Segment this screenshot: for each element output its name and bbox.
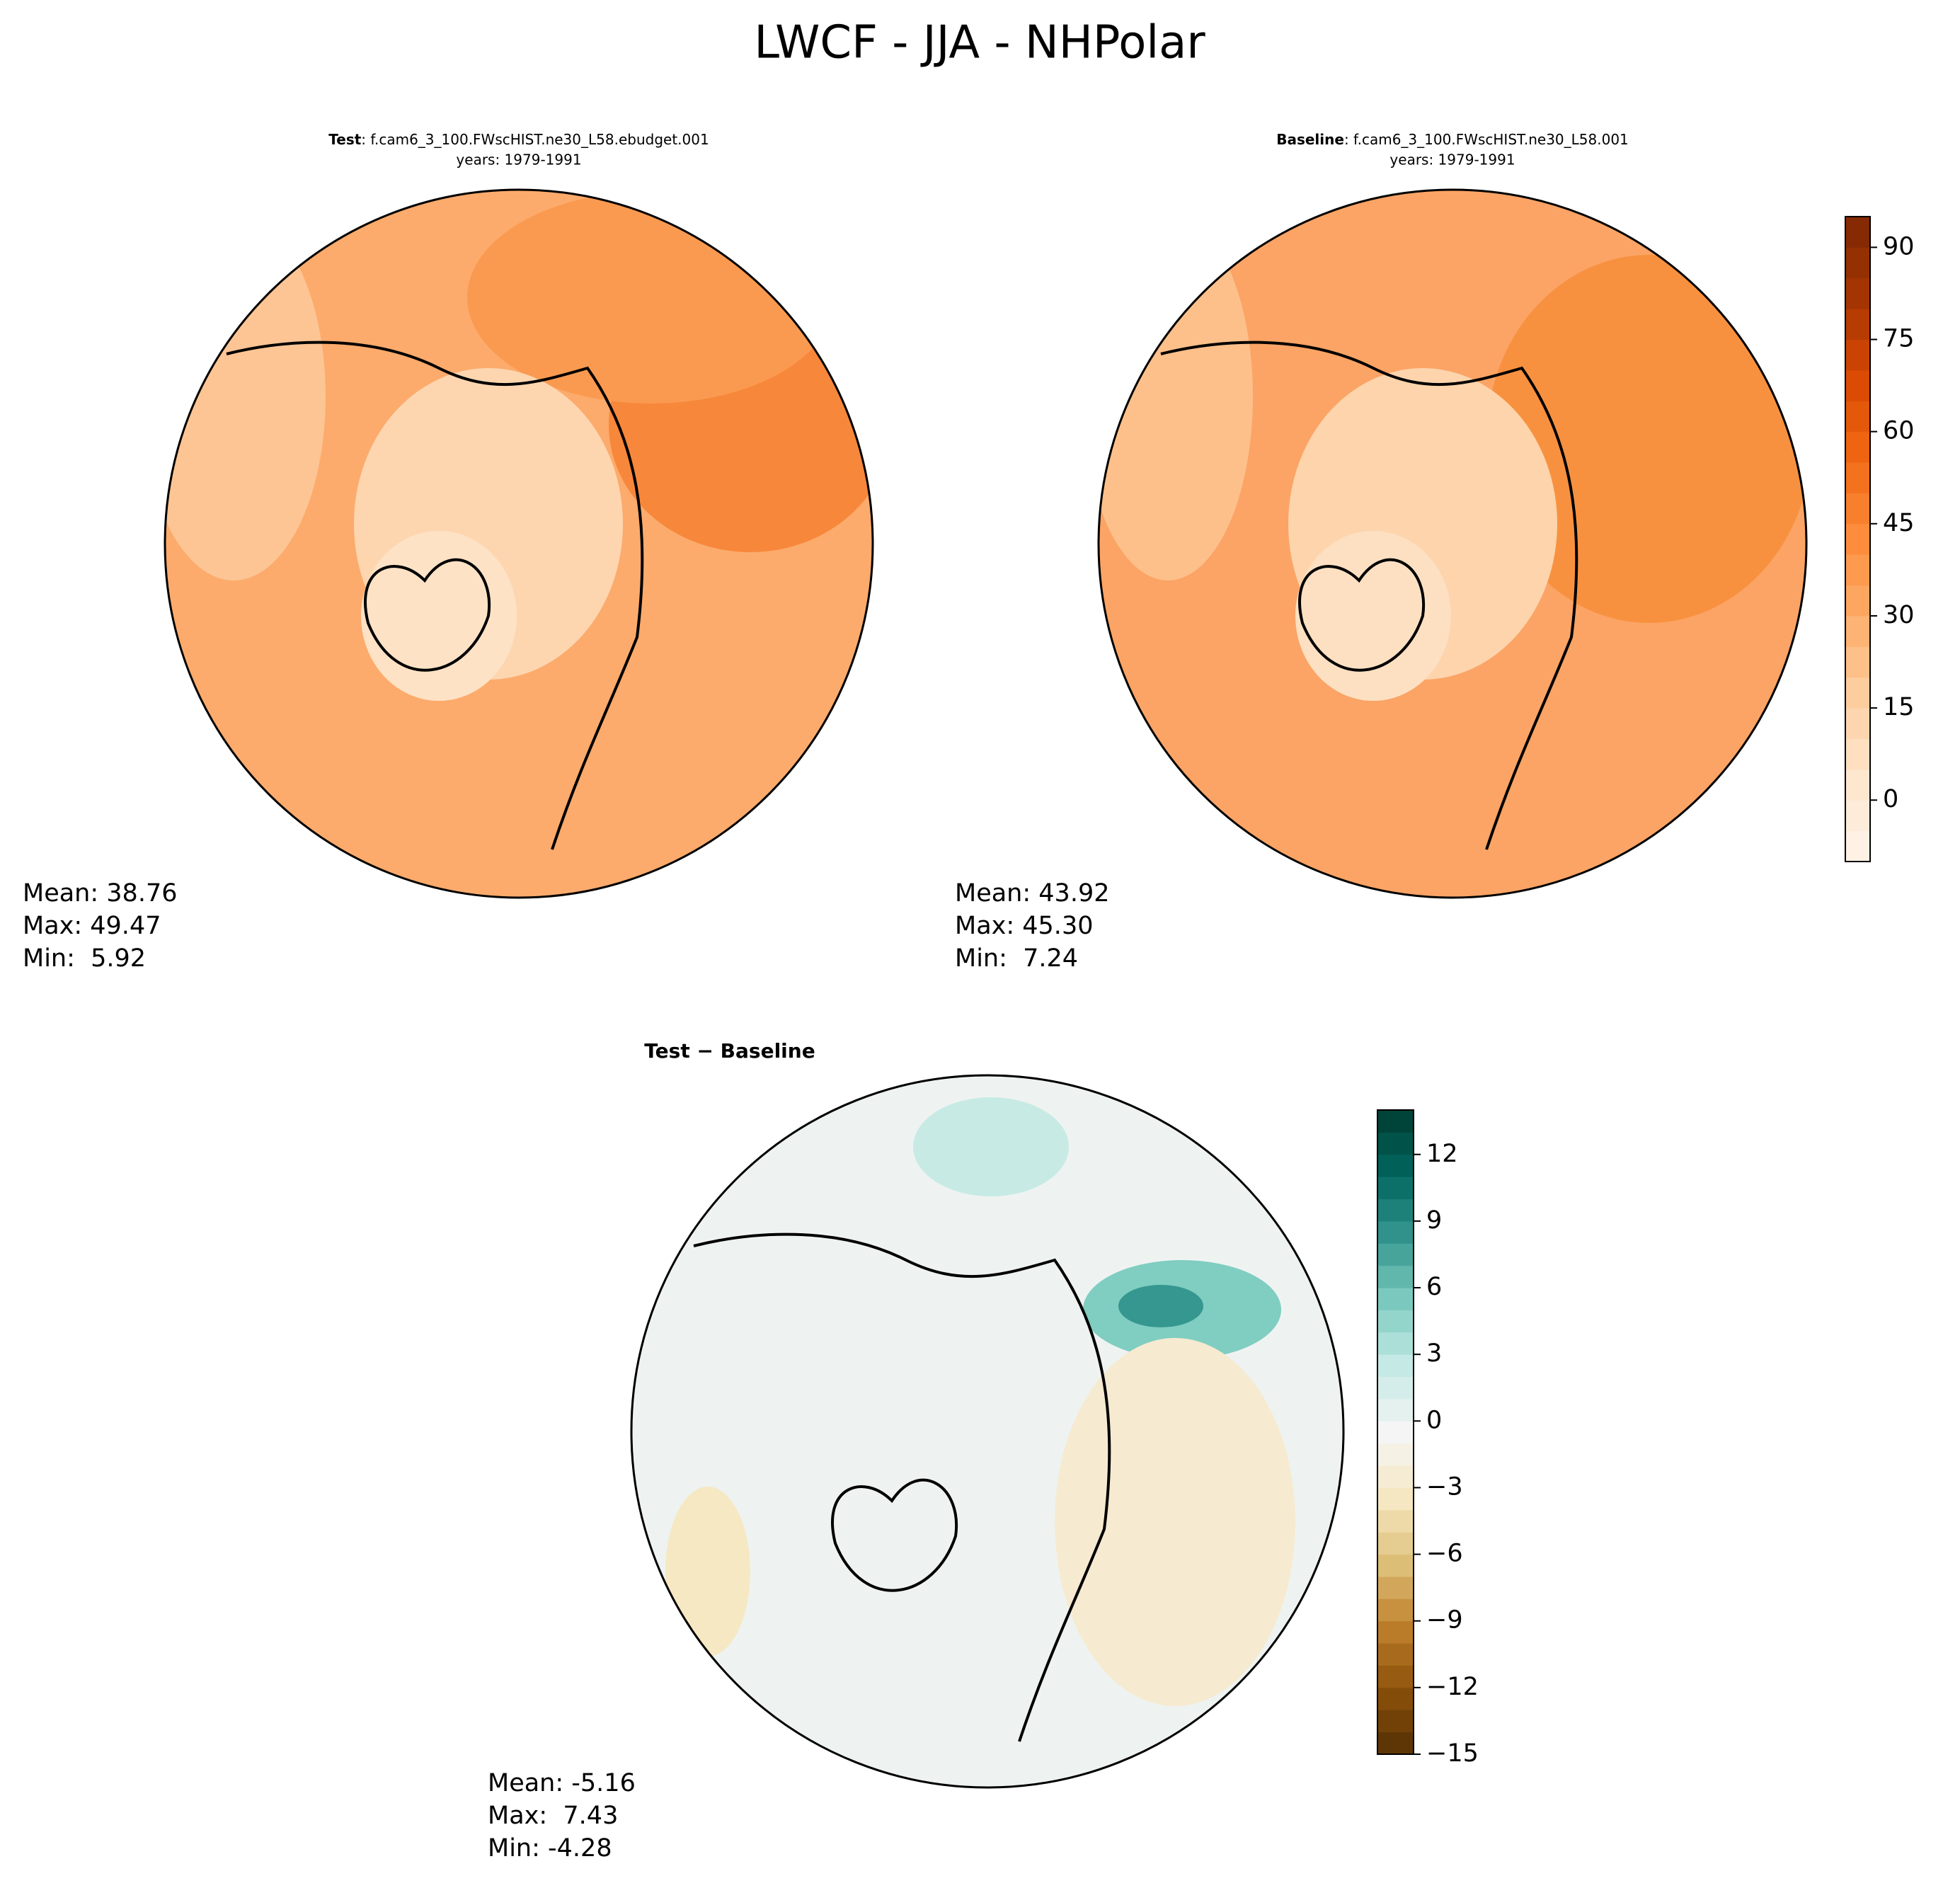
map-difference [631,1075,1343,1787]
colorbar-band [1377,1198,1414,1222]
colorbar-tick-label: 45 [1883,509,1915,537]
colorbar-band [1377,1177,1414,1200]
stat: Min: 7.24 [955,944,1078,973]
stats: Mean: 38.76 Max: 49.47 Min: 5.92 Mean: 4… [23,879,1109,1863]
colorbar-band [1377,1598,1414,1622]
colorbar-band [1377,1288,1414,1310]
stat: Mean: 38.76 [23,879,177,908]
colorbar-tick-label: 60 [1883,417,1915,445]
colorbar-band [1377,1620,1414,1644]
colorbar-band [1845,217,1870,248]
colorbar-band [1377,1732,1414,1755]
colorbar-frame [1845,216,1871,862]
colorbar-band [1845,738,1870,770]
colorbar-band [1377,1576,1414,1599]
colorbar-tick-label: 75 [1883,325,1915,353]
colorbar-tick-label: 30 [1883,601,1915,629]
colorbar-band [1377,1487,1414,1511]
colorbar-band [1845,585,1870,617]
colorbar-band [1377,1554,1414,1577]
colorbar-band [1845,830,1870,862]
panel-title: Test: f.cam6_3_100.FWscHIST.ne30_L58.ebu… [328,131,709,148]
colorbar-band [1377,1465,1414,1488]
colorbar-tick-label: 6 [1426,1273,1442,1301]
colorbar-band [1377,1332,1414,1355]
stat: Min: -4.28 [488,1834,612,1863]
colorbar-band [1377,1421,1414,1444]
colorbar-tick-label: −15 [1426,1739,1479,1768]
panel-years: years: 1979-1991 [456,151,581,168]
colorbar-band [1845,769,1870,801]
colorbar-band [1845,523,1870,555]
panel-years: years: 1979-1991 [1389,151,1515,168]
colorbar-band [1845,708,1870,739]
colorbar-tick-label: 12 [1426,1140,1458,1168]
colorbar-band [1377,1154,1414,1177]
colorbar-band [1845,462,1870,493]
colorbar-band [1377,1220,1414,1244]
colorbar-band [1845,431,1870,463]
colorbar-band [1845,339,1870,371]
colorbar-band [1377,1376,1414,1400]
stat: Max: 45.30 [955,912,1093,940]
colorbar-band [1377,1687,1414,1710]
map-test [165,190,873,898]
map-frame [164,188,874,899]
colorbar-tick-label: −3 [1426,1472,1463,1501]
colorbar-tick-label: −9 [1426,1606,1463,1635]
stat: Mean: 43.92 [955,879,1109,908]
map-frame [1097,188,1808,899]
colorbar-band [1845,278,1870,309]
colorbar-frame [1377,1109,1414,1755]
stat: Max: 7.43 [488,1802,618,1830]
colorbar-band [1377,1265,1414,1288]
colorbar-tick-label: 0 [1426,1406,1442,1434]
stat: Min: 5.92 [23,944,146,973]
stat: Mean: -5.16 [488,1769,636,1797]
colorbar-band [1377,1710,1414,1733]
panel-case: : f.cam6_3_100.FWscHIST.ne30_L58.ebudget… [361,131,709,148]
colorbar-band [1377,1665,1414,1688]
map-frame [630,1074,1345,1789]
panel-label: Test [328,131,361,148]
colorbar-band [1377,1243,1414,1266]
colorbar-band [1845,615,1870,647]
panel-case: : f.cam6_3_100.FWscHIST.ne30_L58.001 [1344,131,1629,148]
colorbar-band [1845,554,1870,586]
colorbar-band [1377,1310,1414,1333]
colorbar-tick-label: −6 [1426,1540,1463,1568]
colorbar-tick-label: 3 [1426,1339,1442,1368]
colorbar-band [1377,1110,1414,1133]
colorbar-band [1377,1354,1414,1378]
colorbar-tick-label: −12 [1426,1673,1479,1701]
stat: Max: 49.47 [23,912,161,940]
colorbar-tick-label: 9 [1426,1206,1442,1235]
colorbar-band [1845,370,1870,401]
colorbar-band [1845,800,1870,832]
panel-title: Test − Baseline [644,1039,815,1063]
colorbar-band [1845,247,1870,279]
colorbar-tick-label: 90 [1883,232,1915,261]
colorbar-band [1377,1532,1414,1555]
colorbar-band [1377,1643,1414,1666]
colorbar-tick-label: 0 [1883,785,1898,813]
colorbar-band [1377,1398,1414,1421]
colorbar-band [1845,401,1870,433]
colorbar-band [1845,493,1870,525]
map-baseline [1099,190,1806,898]
colorbar-band [1377,1443,1414,1466]
colorbar-band [1377,1132,1414,1155]
colorbar-band [1845,309,1870,341]
colorbar-band [1377,1509,1414,1533]
colorbar-band [1845,677,1870,709]
colorbar-band [1845,646,1870,678]
panel-title: Baseline: f.cam6_3_100.FWscHIST.ne30_L58… [1276,131,1629,148]
figure-title: LWCF - JJA - NHPolar [754,17,1205,69]
colorbar-tick-label: 15 [1883,693,1915,721]
panel-label: Baseline [1276,131,1344,148]
